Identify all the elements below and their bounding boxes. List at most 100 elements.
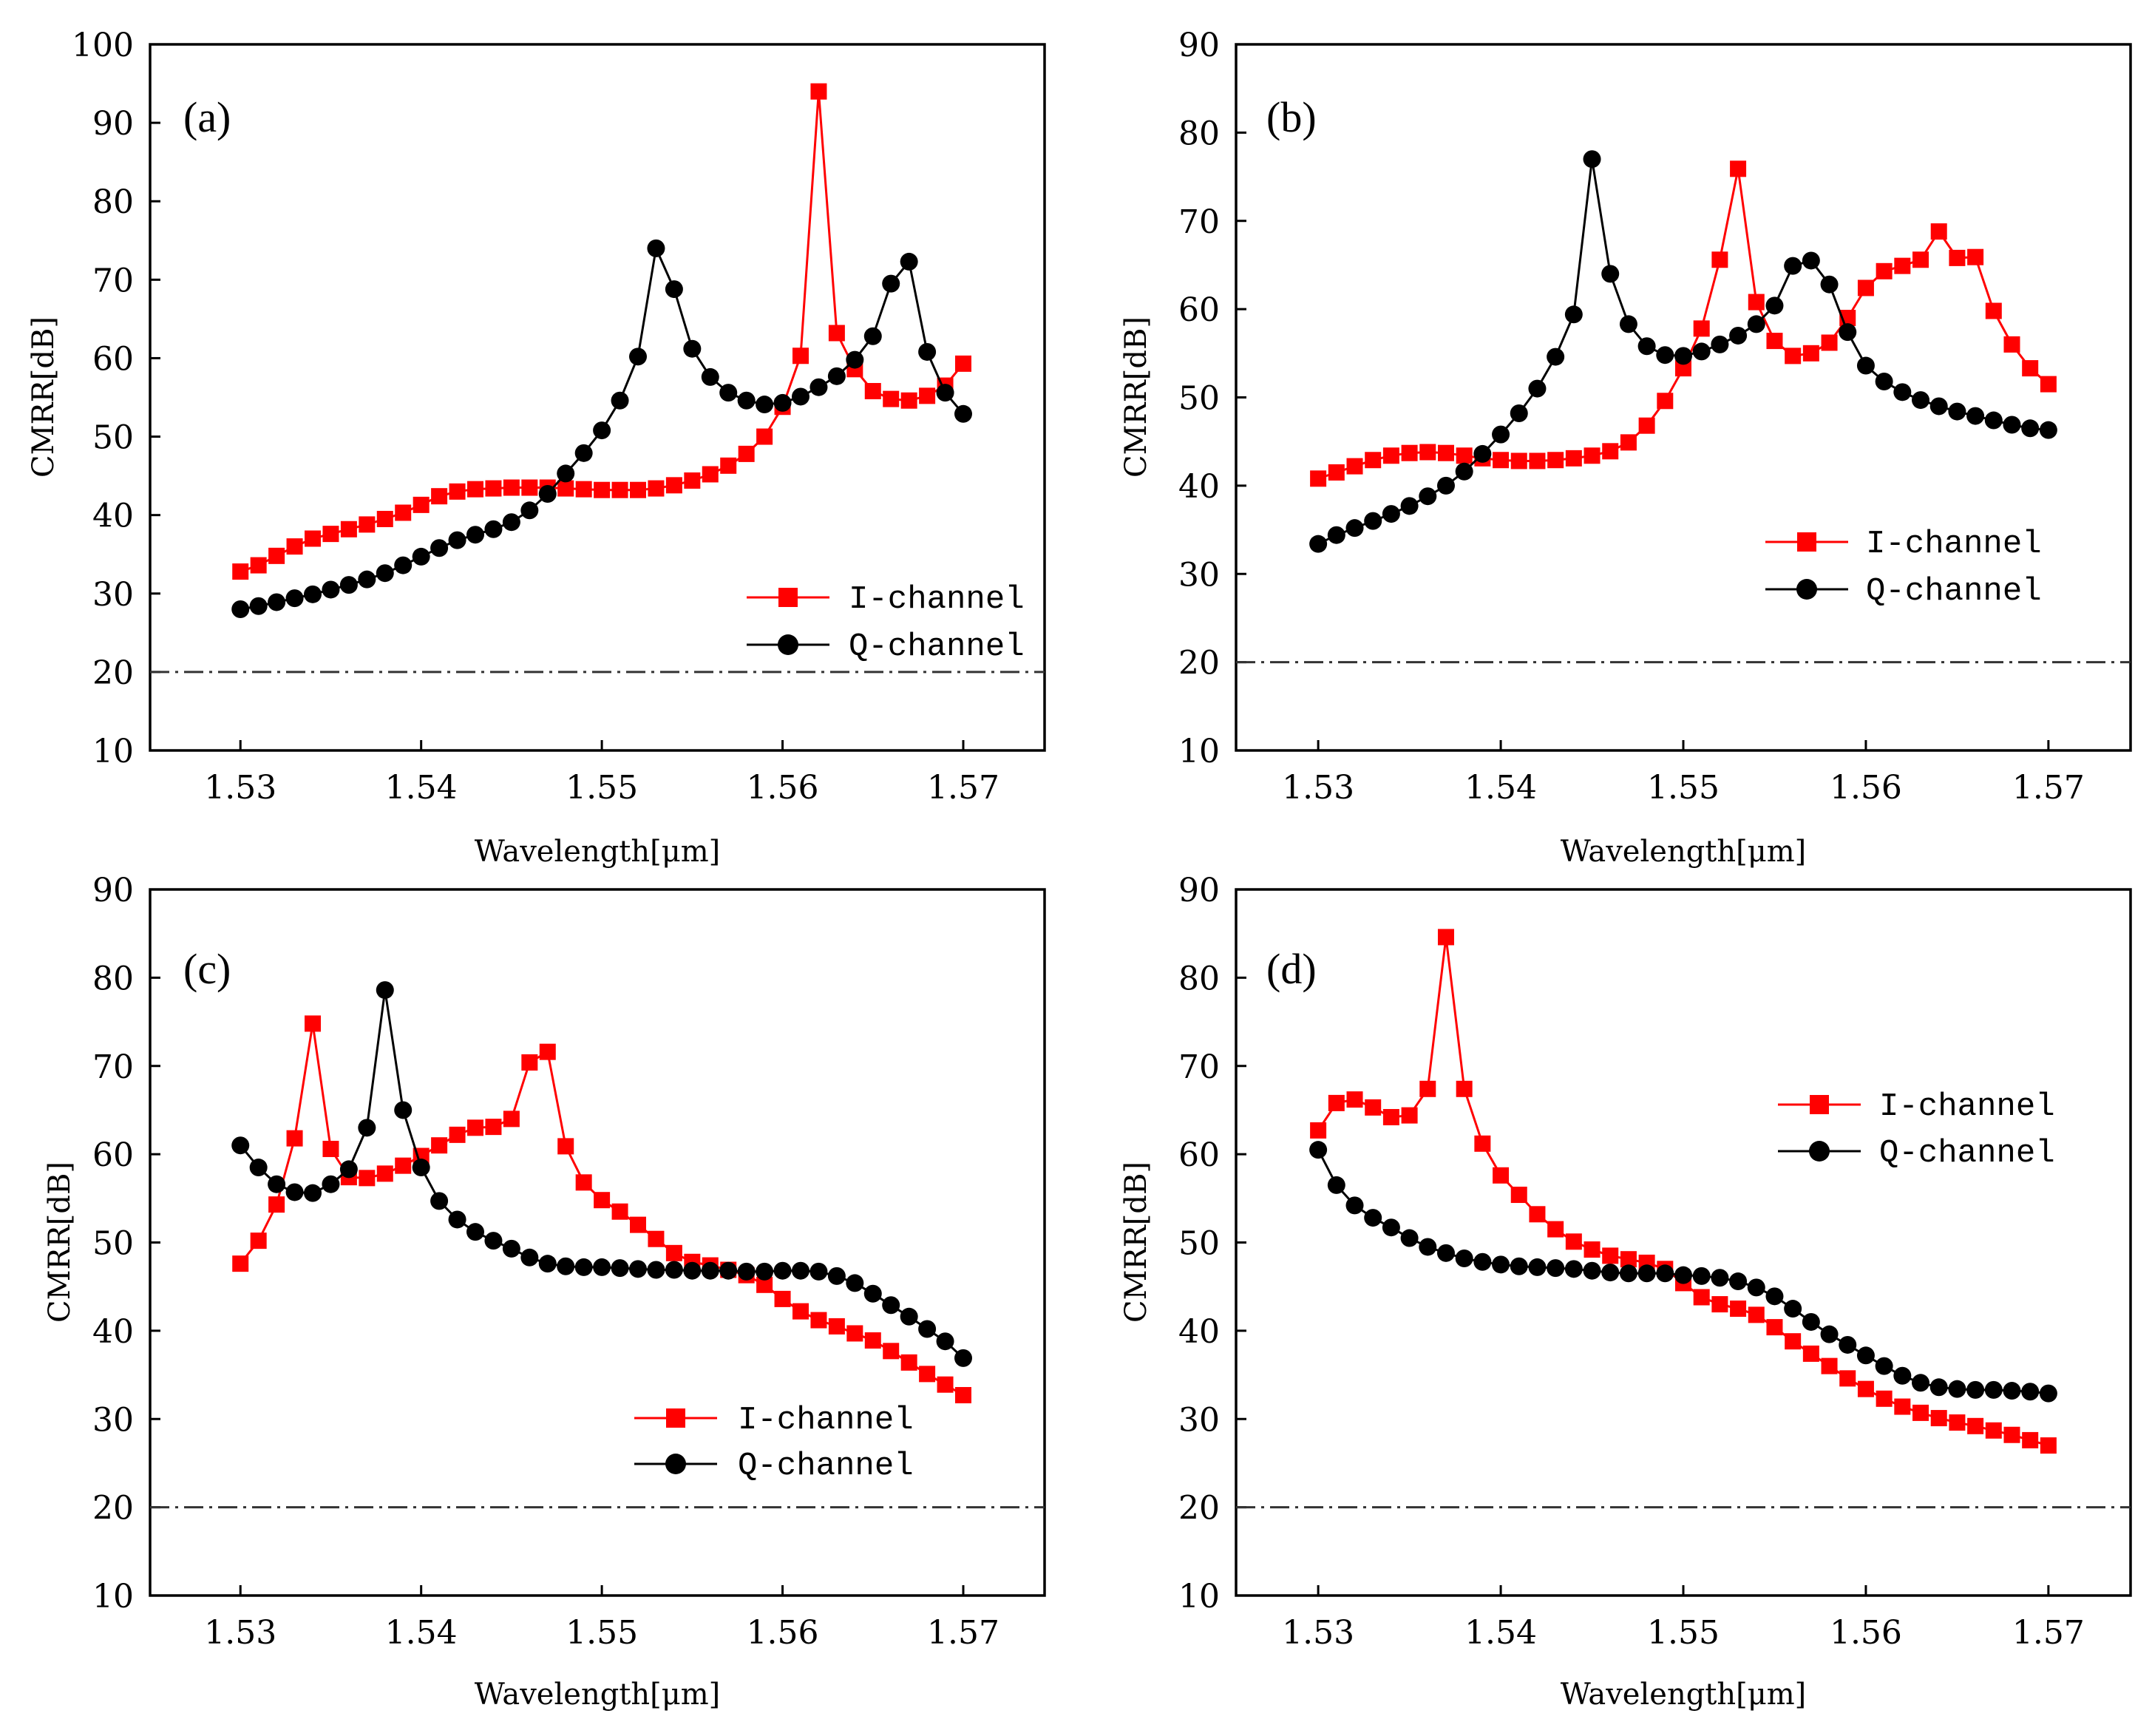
- data-point-i-channel: [286, 1130, 303, 1147]
- y-axis-label: CMRR[dB]: [27, 316, 61, 478]
- data-point-i-channel: [1949, 1414, 1966, 1431]
- data-point-i-channel: [1602, 443, 1619, 460]
- data-point-i-channel: [937, 1376, 954, 1393]
- y-tick-label: 90: [1178, 27, 1220, 64]
- data-point-i-channel: [810, 1312, 827, 1329]
- data-point-q-channel: [1601, 265, 1620, 283]
- data-point-q-channel: [1948, 402, 1966, 421]
- data-point-i-channel: [1584, 1241, 1601, 1258]
- y-tick-label: 30: [92, 576, 134, 614]
- data-point-i-channel: [756, 428, 773, 445]
- data-point-i-channel: [1785, 1333, 1802, 1350]
- data-point-q-channel: [358, 1119, 376, 1137]
- data-point-q-channel: [376, 981, 394, 1000]
- data-point-q-channel: [1345, 519, 1364, 538]
- legend: I-channel Q-channel: [634, 1402, 914, 1485]
- data-point-q-channel: [466, 1223, 484, 1241]
- data-point-i-channel: [864, 1332, 881, 1349]
- legend-q-channel-label: Q-channel: [738, 1448, 914, 1485]
- data-point-i-channel: [1785, 347, 1802, 365]
- data-point-q-channel: [647, 239, 665, 257]
- data-point-q-channel: [719, 1261, 738, 1280]
- data-point-q-channel: [1455, 1249, 1473, 1267]
- y-tick-label: 70: [92, 262, 134, 299]
- data-point-i-channel: [1419, 1080, 1436, 1097]
- data-point-i-channel: [1766, 1319, 1783, 1336]
- data-point-i-channel: [648, 480, 665, 497]
- y-tick-label: 20: [92, 1490, 134, 1528]
- data-point-i-channel: [2003, 1426, 2020, 1443]
- data-point-i-channel: [449, 483, 466, 500]
- data-point-i-channel: [1346, 1091, 1363, 1108]
- data-point-i-channel: [1328, 464, 1345, 481]
- y-tick-label: 20: [1178, 645, 1220, 682]
- data-point-i-channel: [720, 457, 737, 474]
- data-point-q-channel: [412, 1159, 430, 1177]
- data-point-q-channel: [1492, 425, 1510, 444]
- data-point-i-channel: [305, 530, 321, 547]
- data-point-i-channel: [702, 466, 719, 483]
- data-point-q-channel: [1729, 326, 1748, 345]
- data-point-q-channel: [520, 1248, 539, 1267]
- data-point-q-channel: [1510, 1257, 1528, 1275]
- data-point-q-channel: [285, 589, 304, 608]
- legend-i-channel-marker: [778, 588, 798, 607]
- data-point-q-channel: [918, 1320, 937, 1338]
- panel-c: (c) Wavelength[μm] CMRR[dB] I-channel Q-…: [43, 872, 1046, 1712]
- data-point-q-channel: [1929, 397, 1948, 416]
- data-point-q-channel: [430, 539, 449, 557]
- y-axis-label: CMRR[dB]: [1119, 316, 1153, 478]
- x-tick-label: 1.57: [2012, 1614, 2085, 1652]
- data-point-i-channel: [846, 1325, 863, 1342]
- data-point-i-channel: [431, 488, 448, 505]
- data-point-q-channel: [484, 520, 503, 538]
- data-point-q-channel: [1637, 1264, 1656, 1283]
- data-point-i-channel: [883, 1343, 900, 1360]
- data-point-i-channel: [1310, 1122, 1327, 1139]
- data-point-i-channel: [900, 392, 917, 409]
- data-point-q-channel: [1382, 505, 1400, 523]
- data-point-i-channel: [1949, 249, 1966, 266]
- data-point-q-channel: [773, 1261, 792, 1280]
- data-point-i-channel: [1365, 452, 1382, 469]
- data-point-q-channel: [1309, 1141, 1328, 1159]
- data-point-i-channel: [1547, 452, 1564, 469]
- data-point-q-channel: [827, 367, 846, 385]
- data-point-q-channel: [683, 339, 702, 358]
- data-point-q-channel: [1912, 1374, 1930, 1392]
- data-point-q-channel: [1984, 411, 2003, 430]
- data-point-i-channel: [955, 355, 971, 372]
- data-point-q-channel: [1345, 1196, 1364, 1215]
- y-tick-label: 90: [1178, 872, 1220, 909]
- data-point-i-channel: [1930, 223, 1947, 240]
- x-tick-label: 1.57: [2012, 769, 2085, 807]
- data-point-q-channel: [1473, 444, 1492, 463]
- data-point-i-channel: [503, 479, 520, 496]
- data-point-i-channel: [919, 387, 936, 404]
- data-point-q-channel: [557, 1257, 575, 1275]
- data-point-q-channel: [1528, 379, 1547, 398]
- data-point-q-channel: [1547, 1259, 1565, 1278]
- data-point-i-channel: [1967, 1417, 1984, 1434]
- data-point-q-channel: [1820, 275, 1839, 294]
- legend-q-channel-label: Q-channel: [849, 628, 1025, 665]
- data-point-q-channel: [1802, 251, 1820, 270]
- legend-i-channel-label: I-channel: [1879, 1088, 2055, 1125]
- data-point-q-channel: [1436, 1244, 1455, 1262]
- data-point-q-channel: [268, 1175, 286, 1193]
- data-point-i-channel: [1693, 320, 1710, 337]
- data-point-q-channel: [846, 350, 864, 369]
- data-point-q-channel: [1820, 1325, 1839, 1343]
- panel-a: (a) Wavelength[μm] CMRR[dB] I-channel Q-…: [27, 27, 1046, 869]
- data-point-q-channel: [249, 1159, 268, 1177]
- x-tick-label: 1.55: [1647, 769, 1720, 807]
- data-point-i-channel: [359, 1170, 376, 1187]
- legend-q-channel-marker: [1796, 579, 1817, 600]
- legend-i-channel-marker: [1810, 1095, 1829, 1114]
- x-tick-label: 1.53: [204, 769, 276, 807]
- y-tick-label: 70: [1178, 203, 1220, 241]
- data-point-i-channel: [485, 1119, 502, 1136]
- data-point-q-channel: [1436, 476, 1455, 495]
- data-point-i-channel: [1821, 334, 1838, 351]
- data-point-i-channel: [449, 1126, 466, 1143]
